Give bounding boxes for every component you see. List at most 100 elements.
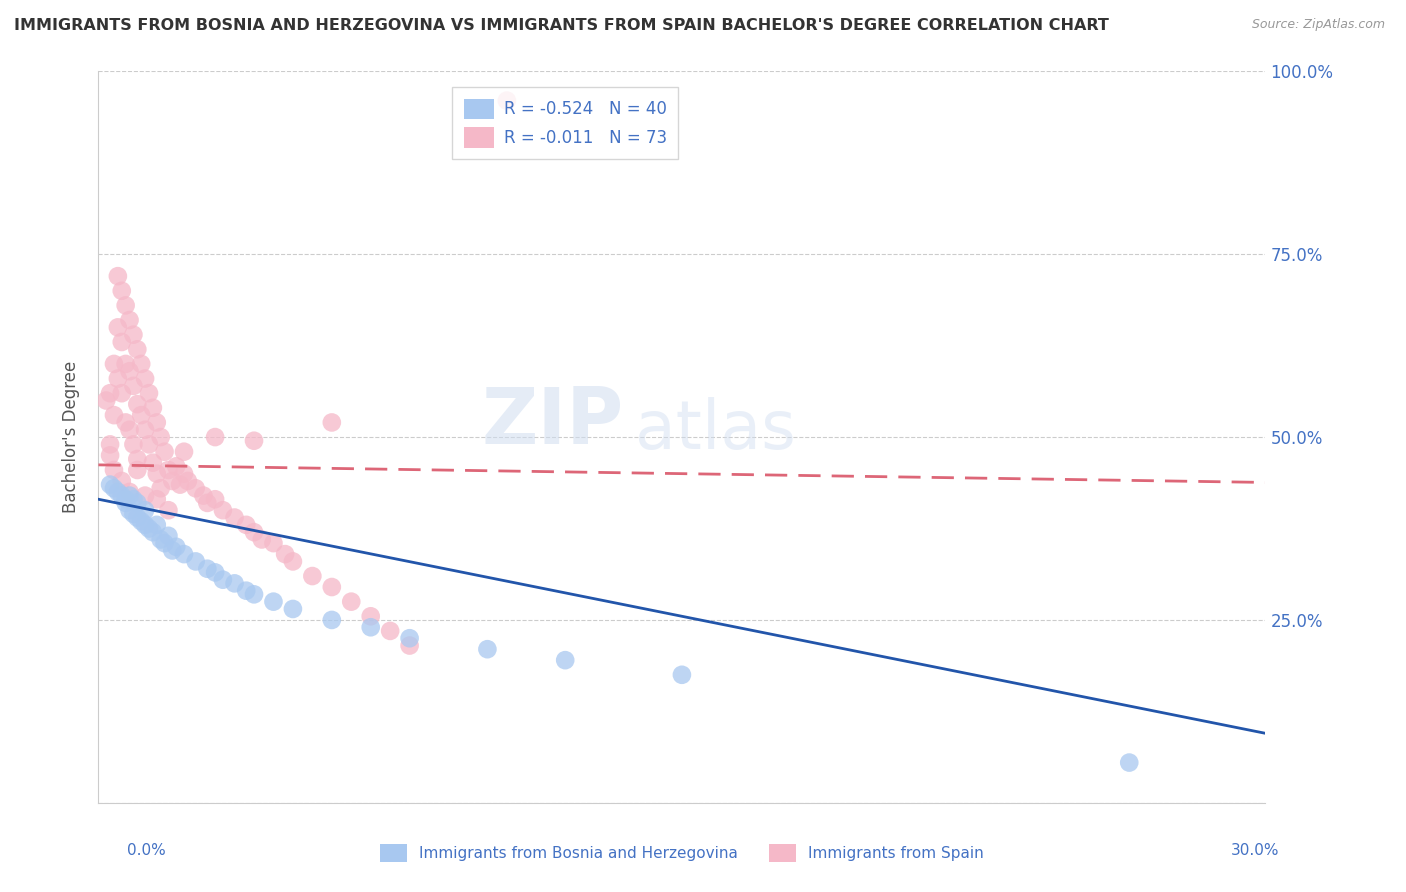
Point	[250, 533, 273, 547]
Point	[274, 547, 297, 561]
Point	[149, 533, 172, 547]
Point	[554, 653, 576, 667]
Text: 30.0%: 30.0%	[1232, 843, 1279, 858]
Point	[114, 416, 136, 430]
Point	[142, 525, 165, 540]
Point	[195, 562, 218, 576]
Point	[146, 517, 169, 532]
Point	[134, 423, 156, 437]
Point	[134, 503, 156, 517]
Point	[118, 364, 141, 378]
Point	[243, 525, 266, 540]
Text: atlas: atlas	[636, 397, 796, 463]
Text: Source: ZipAtlas.com: Source: ZipAtlas.com	[1251, 18, 1385, 31]
Point	[149, 430, 172, 444]
Point	[1118, 756, 1140, 770]
Point	[127, 463, 149, 477]
Point	[111, 474, 134, 488]
Point	[122, 437, 145, 451]
Point	[146, 416, 169, 430]
Point	[129, 408, 152, 422]
Point	[103, 408, 125, 422]
Point	[103, 463, 125, 477]
Point	[134, 371, 156, 385]
Point	[235, 583, 257, 598]
Point	[122, 327, 145, 342]
Point	[321, 580, 343, 594]
Point	[193, 489, 215, 503]
Point	[103, 481, 125, 495]
Point	[321, 416, 343, 430]
Point	[107, 269, 129, 284]
Point	[129, 357, 152, 371]
Point	[321, 613, 343, 627]
Point	[496, 94, 519, 108]
Point	[127, 397, 149, 411]
Point	[195, 496, 218, 510]
Point	[243, 434, 266, 448]
Point	[114, 492, 136, 507]
Point	[129, 514, 152, 528]
Point	[118, 503, 141, 517]
Point	[146, 467, 169, 481]
Point	[262, 536, 284, 550]
Point	[340, 594, 363, 608]
Point	[262, 594, 284, 608]
Point	[111, 386, 134, 401]
Point	[118, 423, 141, 437]
Point	[301, 569, 323, 583]
Point	[173, 467, 195, 481]
Point	[98, 386, 121, 401]
Point	[114, 298, 136, 312]
Text: IMMIGRANTS FROM BOSNIA AND HERZEGOVINA VS IMMIGRANTS FROM SPAIN BACHELOR'S DEGRE: IMMIGRANTS FROM BOSNIA AND HERZEGOVINA V…	[14, 18, 1109, 33]
Point	[122, 507, 145, 521]
Point	[134, 517, 156, 532]
Point	[96, 393, 118, 408]
Point	[380, 624, 402, 638]
Point	[118, 313, 141, 327]
Point	[146, 492, 169, 507]
Point	[157, 463, 180, 477]
Point	[243, 587, 266, 601]
Point	[98, 477, 121, 491]
Text: 0.0%: 0.0%	[127, 843, 166, 858]
Point	[127, 452, 149, 467]
Point	[107, 371, 129, 385]
Y-axis label: Bachelor's Degree: Bachelor's Degree	[62, 361, 80, 513]
Point	[212, 573, 235, 587]
Point	[184, 481, 207, 495]
Point	[162, 474, 184, 488]
Point	[138, 386, 160, 401]
Point	[138, 521, 160, 535]
Point	[134, 489, 156, 503]
Point	[142, 456, 165, 470]
Point	[360, 620, 382, 634]
Point	[281, 554, 304, 568]
Point	[107, 320, 129, 334]
Point	[114, 496, 136, 510]
Point	[122, 492, 145, 507]
Point	[177, 474, 200, 488]
Point	[173, 444, 195, 458]
Point	[173, 547, 195, 561]
Text: ZIP: ZIP	[481, 384, 624, 460]
Point	[98, 437, 121, 451]
Point	[360, 609, 382, 624]
Point	[107, 485, 129, 500]
Point	[138, 437, 160, 451]
Point	[114, 357, 136, 371]
Point	[204, 566, 226, 580]
Point	[153, 536, 176, 550]
Point	[127, 510, 149, 524]
Point	[153, 444, 176, 458]
Point	[204, 492, 226, 507]
Point	[111, 334, 134, 349]
Point	[671, 667, 693, 681]
Point	[111, 489, 134, 503]
Point	[212, 503, 235, 517]
Point	[103, 357, 125, 371]
Point	[165, 459, 187, 474]
Point	[235, 517, 257, 532]
Point	[127, 343, 149, 357]
Point	[224, 510, 246, 524]
